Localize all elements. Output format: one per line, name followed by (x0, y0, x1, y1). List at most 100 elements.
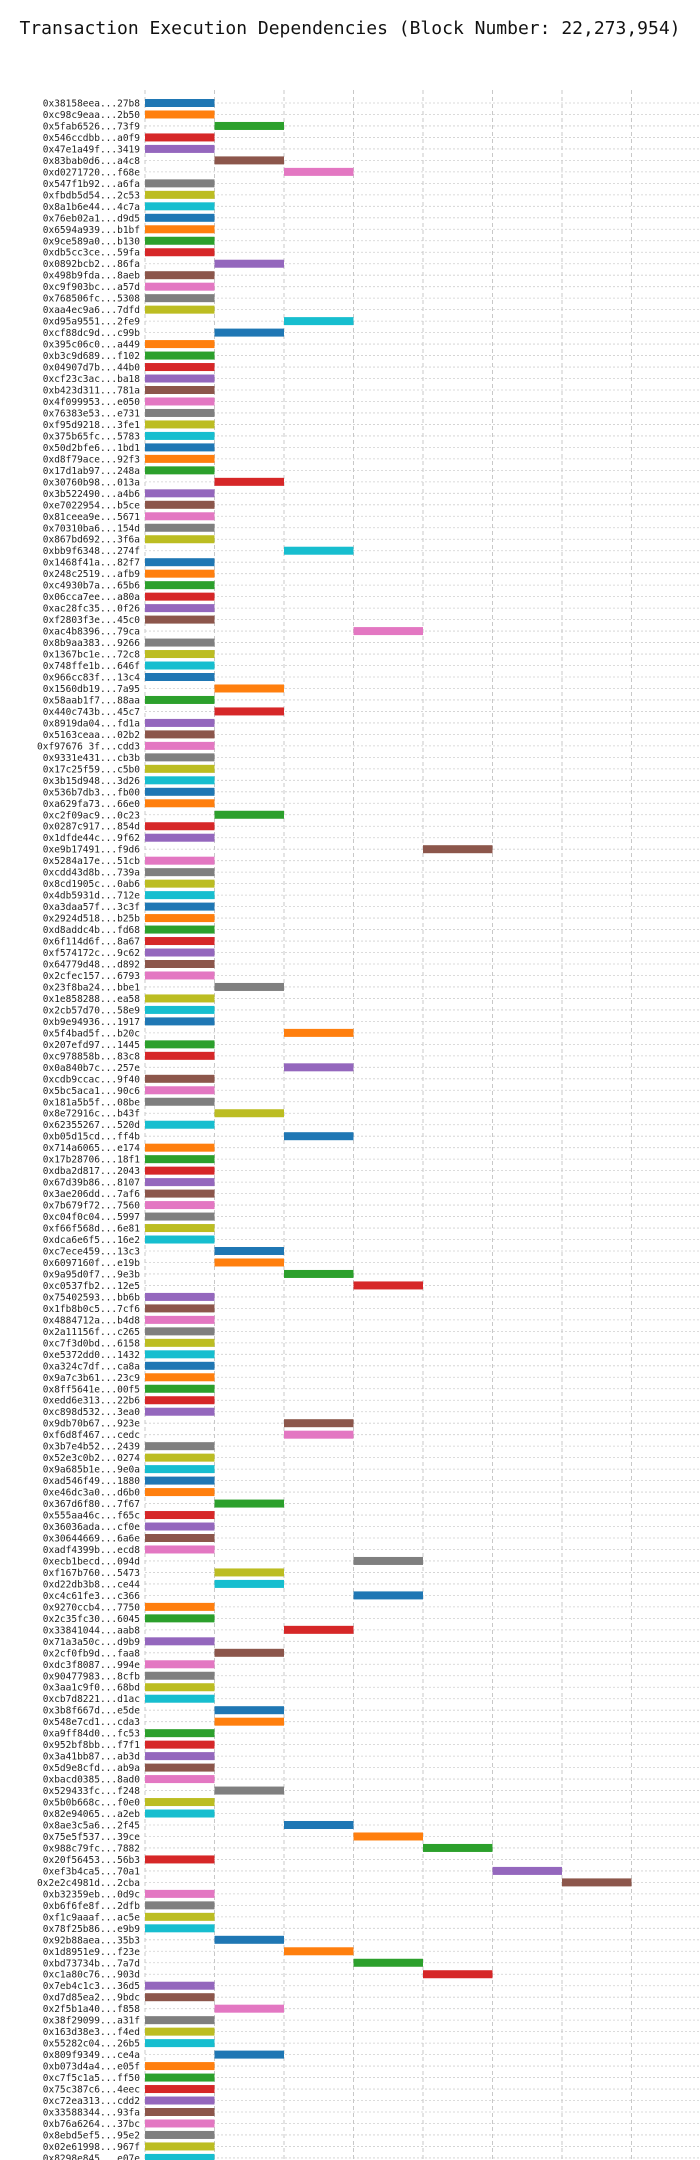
dependency-bar (145, 2119, 215, 2128)
dependency-bar (145, 179, 215, 188)
y-tick-label: 0x5b0b668c...f0e0 (43, 1798, 141, 1809)
y-tick-label: 0x9331e431...cb3b (43, 753, 141, 764)
y-tick-label: 0xf167b760...5473 (43, 1568, 140, 1579)
y-tick-label: 0x17b28706...18f1 (43, 1155, 141, 1166)
dependency-bar (145, 1017, 215, 1026)
y-tick-label: 0xf1c9aaaf...ac5e (43, 1912, 141, 1923)
y-tick-label: 0xb3c9d689...f102 (43, 351, 140, 362)
y-tick-label: 0xa3daa57f...3c3f (43, 902, 140, 913)
dependency-bar (284, 317, 354, 326)
dependency-bar (214, 1247, 284, 1255)
y-tick-label: 0x3b522490...a4b6 (43, 489, 141, 500)
dependency-bar (145, 110, 215, 119)
dependency-bar (145, 1292, 215, 1301)
y-tick-label: 0xf66f568d...6e81 (43, 1224, 141, 1235)
y-tick-label: 0xf97676 3f...cdd3 (37, 741, 140, 752)
dependency-bar (145, 2130, 215, 2139)
dependency-bar (145, 2027, 215, 2036)
dependency-bar (214, 982, 284, 991)
y-tick-label: 0xfbdb5d54...2c53 (43, 190, 140, 201)
dependency-bar (214, 121, 284, 130)
y-tick-label: 0x8b9aa383...9266 (43, 638, 141, 649)
dependency-bar (145, 569, 215, 578)
dependency-bar (145, 397, 215, 406)
y-tick-label: 0x92b88aea...35b3 (43, 1935, 140, 1946)
y-tick-label: 0xdca6e6f5...16e2 (43, 1235, 140, 1246)
y-tick-label: 0x50d2bfe6...1bd1 (43, 443, 141, 454)
y-tick-label: 0x5163ceaa...02b2 (43, 730, 140, 741)
y-tick-label: 0x1fb8b0c5...7cf6 (43, 1304, 141, 1315)
dependency-bar (145, 1889, 215, 1898)
dependency-bar (145, 1660, 215, 1669)
y-tick-label: 0x9a685b1e...9e0a (43, 1465, 140, 1476)
dependency-bar (145, 1763, 215, 1772)
y-tick-label: 0x8ae3c5a6...2f45 (43, 1821, 140, 1832)
dependency-bar (145, 1614, 215, 1623)
dependency-bar (145, 190, 215, 199)
dependency-bar (145, 1155, 215, 1164)
y-tick-label: 0x52e3c0b2...0274 (43, 1453, 141, 1464)
dependency-bar (145, 925, 215, 934)
y-tick-label: 0xe7022954...b5ce (43, 500, 141, 511)
y-tick-label: 0xf6d8f467...cedc (43, 1430, 140, 1441)
y-tick-label: 0x64779d48...d892 (43, 960, 140, 971)
dependency-bar (145, 282, 215, 291)
y-tick-label: 0xa629fa73...66e0 (43, 799, 141, 810)
dependency-bar (145, 833, 215, 842)
dependency-bar (145, 144, 215, 153)
y-tick-label: 0xedd6e313...22b6 (43, 1396, 141, 1407)
dependency-bar (145, 1534, 215, 1542)
dependency-bar (145, 500, 215, 509)
dependency-bar (214, 1935, 284, 1944)
dependency-bar (145, 1488, 215, 1497)
dependency-bar (145, 822, 215, 831)
y-tick-label: 0x498b9fda...8aeb (43, 271, 141, 282)
dependency-bar (145, 787, 215, 796)
y-tick-label: 0x4db5931d...712e (43, 891, 141, 902)
dependency-bar (284, 1947, 354, 1956)
dependency-bar (284, 1028, 354, 1037)
dependency-bar (145, 581, 215, 590)
y-tick-label: 0xb76a6264...37bc (43, 2119, 140, 2130)
dependency-bar (145, 2085, 215, 2094)
y-tick-label: 0xac4b8396...79ca (43, 627, 140, 638)
y-tick-label: 0x9db70b67...923e (43, 1419, 141, 1430)
dependency-bar (145, 1384, 215, 1393)
y-tick-label: 0x33841044...aab8 (43, 1625, 141, 1636)
y-tick-label: 0x30760b98...013a (43, 477, 140, 488)
y-tick-label: 0x58aab1f7...88aa (43, 695, 140, 706)
dependency-bar (145, 374, 215, 383)
dependency-bar (145, 741, 215, 750)
y-tick-label: 0xd95a9551...2fe9 (43, 317, 141, 328)
dependency-bar (145, 948, 215, 957)
y-tick-label: 0x36036ada...cf0e (43, 1522, 141, 1533)
dependency-bar (145, 1407, 215, 1416)
dependency-bar (145, 1602, 215, 1611)
y-tick-label: 0xd0271720...f68e (43, 167, 141, 178)
y-tick-label: 0xc9f903bc...a57d (43, 282, 140, 293)
y-tick-label: 0x17c25f59...c5b0 (43, 764, 141, 775)
y-tick-label: 0xc7f3d0bd...6158 (43, 1338, 141, 1349)
dependency-bar (145, 1361, 215, 1370)
y-tick-label: 0x67d39b86...8107 (43, 1178, 140, 1189)
dependency-bar (353, 1281, 423, 1290)
y-tick-label: 0x768506fc...5308 (43, 294, 141, 305)
dependency-bar (214, 1499, 284, 1508)
dependency-bar (145, 1338, 215, 1347)
y-tick-label: 0xc7ece459...13c3 (43, 1247, 140, 1258)
dependency-bar (145, 466, 215, 475)
y-tick-label: 0x440c743b...45c7 (43, 707, 140, 718)
y-tick-label: 0x9a7c3b61...23c9 (43, 1373, 141, 1384)
y-tick-label: 0xcf88dc9d...c99b (43, 328, 141, 339)
y-tick-label: 0x6f114d6f...8a67 (43, 937, 140, 948)
y-tick-label: 0xc4930b7a...65b6 (43, 581, 141, 592)
dependency-bar (145, 454, 215, 463)
dependency-bar (145, 695, 215, 704)
dependency-bar (145, 2016, 215, 2025)
dependency-bar (145, 1752, 215, 1761)
y-tick-label: 0xb073d4a4...e05f (43, 2062, 140, 2073)
y-tick-label: 0x3a41bb87...ab3d (43, 1752, 140, 1763)
dependency-bar (353, 1591, 423, 1600)
y-tick-label: 0xe46dc3a0...d6b0 (43, 1488, 141, 1499)
dependency-bar (145, 2142, 215, 2151)
